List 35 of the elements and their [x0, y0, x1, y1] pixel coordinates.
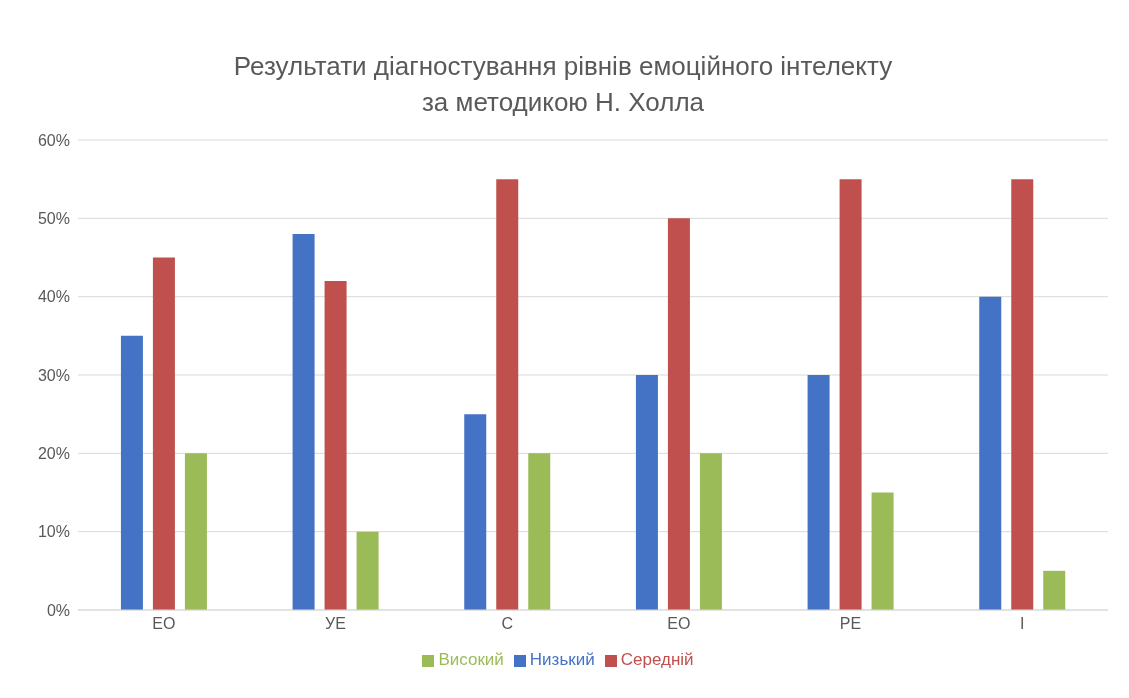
- legend-label: Високий: [438, 650, 504, 669]
- y-tick-label: 0%: [46, 601, 70, 619]
- bar: [839, 179, 862, 610]
- y-tick-label: 40%: [37, 288, 70, 306]
- x-tick-label: ЕО: [667, 615, 691, 633]
- legend-label: Низький: [529, 650, 595, 669]
- bar: [635, 375, 658, 610]
- y-tick-label: 30%: [37, 366, 70, 384]
- bar: [1043, 570, 1066, 610]
- x-tick-label: РЕ: [839, 615, 862, 633]
- bar: [496, 179, 519, 610]
- bar: [871, 492, 894, 610]
- x-tick-label: УЕ: [325, 615, 346, 633]
- bar: [324, 281, 347, 610]
- bar: [120, 335, 143, 610]
- bar: [699, 453, 722, 610]
- bar: [979, 296, 1002, 610]
- legend-label: Середній: [620, 650, 694, 669]
- y-tick-label: 20%: [37, 445, 70, 463]
- x-tick-label: ЕО: [152, 615, 176, 633]
- x-tick-label: С: [501, 615, 513, 633]
- bar: [184, 453, 207, 610]
- bar: [528, 453, 551, 610]
- y-tick-label: 50%: [37, 210, 70, 228]
- bar: [464, 414, 487, 610]
- bar: [1011, 179, 1034, 610]
- chart-title: Результати діагностування рівнів емоційного інтелекту за методикою Н. Холла: [232, 50, 894, 119]
- bar: [292, 234, 315, 610]
- y-tick-label: 60%: [37, 131, 70, 149]
- bar: [152, 257, 175, 610]
- bar: [807, 375, 830, 610]
- bar: [667, 218, 690, 610]
- y-tick-label: 10%: [37, 523, 70, 541]
- x-tick-label: І: [1019, 615, 1025, 633]
- bar: [356, 531, 379, 610]
